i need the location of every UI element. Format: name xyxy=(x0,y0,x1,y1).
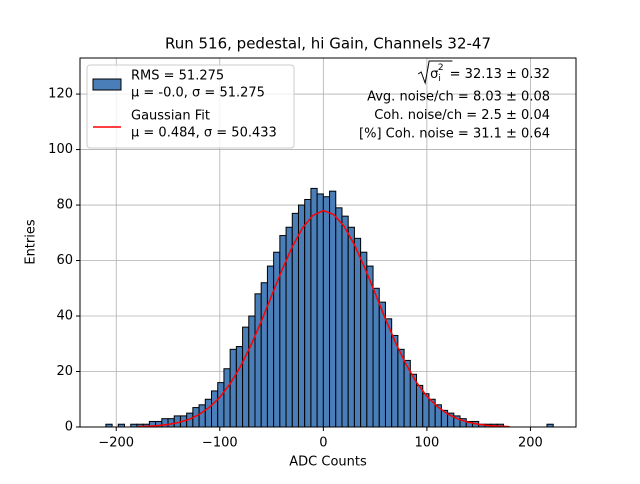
bar xyxy=(353,237,362,428)
bar xyxy=(372,287,380,428)
bar xyxy=(329,190,337,428)
bar xyxy=(384,318,393,428)
bar xyxy=(391,334,399,428)
x-tick-label: −100 xyxy=(202,436,238,451)
bar xyxy=(322,196,331,428)
legend-label: μ = 0.484, σ = 50.433 xyxy=(131,126,277,141)
bar xyxy=(360,251,368,428)
x-tick-label: 200 xyxy=(518,436,543,451)
y-tick-label: 100 xyxy=(48,142,73,157)
annotation: Avg. noise/ch = 8.03 ± 0.08 xyxy=(367,90,550,105)
bar xyxy=(260,282,268,428)
x-axis-label: ADC Counts xyxy=(289,455,367,470)
y-tick-label: 120 xyxy=(48,87,73,102)
bar xyxy=(347,226,355,428)
sqrt-sign xyxy=(417,60,453,85)
legend-box xyxy=(86,64,295,149)
legend-label: μ = -0.0, σ = 51.275 xyxy=(131,86,265,101)
bar xyxy=(266,265,275,428)
x-tick-label: 100 xyxy=(414,436,439,451)
annotation-text: = 32.13 ± 0.32 xyxy=(450,67,550,82)
bar xyxy=(397,348,405,428)
legend-label: Gaussian Fit xyxy=(131,109,210,124)
legend-label: RMS = 51.275 xyxy=(131,69,224,84)
bar xyxy=(254,293,262,428)
plot-frame xyxy=(79,57,577,428)
y-axis-label: Entries xyxy=(24,219,39,265)
annotation-sup: 2 xyxy=(438,63,444,73)
annotation: Coh. noise/ch = 2.5 ± 0.04 xyxy=(374,108,550,123)
y-tick-label: 80 xyxy=(56,198,73,213)
bar xyxy=(378,301,386,428)
fit-line xyxy=(136,209,510,428)
annotation: σi2 = 32.13 ± 0.32 xyxy=(430,63,550,84)
bar xyxy=(235,346,244,428)
annotation-sub: i xyxy=(438,74,441,84)
bar xyxy=(297,204,306,428)
bar xyxy=(217,382,225,428)
y-tick-label: 40 xyxy=(56,309,73,324)
annotation: [%] Coh. noise = 31.1 ± 0.64 xyxy=(359,127,550,142)
x-tick-label: 0 xyxy=(319,436,327,451)
bar xyxy=(211,390,219,428)
chart-title: Run 516, pedestal, hi Gain, Channels 32-… xyxy=(165,35,491,53)
bar xyxy=(198,404,206,428)
bar xyxy=(422,393,430,428)
bar xyxy=(229,348,237,428)
bar xyxy=(248,315,256,428)
legend-swatch xyxy=(92,78,122,91)
y-tick-label: 60 xyxy=(56,253,73,268)
bar xyxy=(304,198,312,428)
bar xyxy=(366,265,374,428)
y-tick-label: 20 xyxy=(56,364,73,379)
bar xyxy=(223,368,231,428)
bar xyxy=(335,207,343,428)
annotation-symbol: σ xyxy=(430,67,438,82)
bar xyxy=(310,187,318,428)
bar xyxy=(316,193,324,428)
x-tick-label: −200 xyxy=(98,436,134,451)
bar xyxy=(242,326,250,428)
bar xyxy=(341,215,349,428)
y-tick-label: 0 xyxy=(65,420,73,435)
bar xyxy=(204,398,213,428)
bar xyxy=(416,384,424,428)
